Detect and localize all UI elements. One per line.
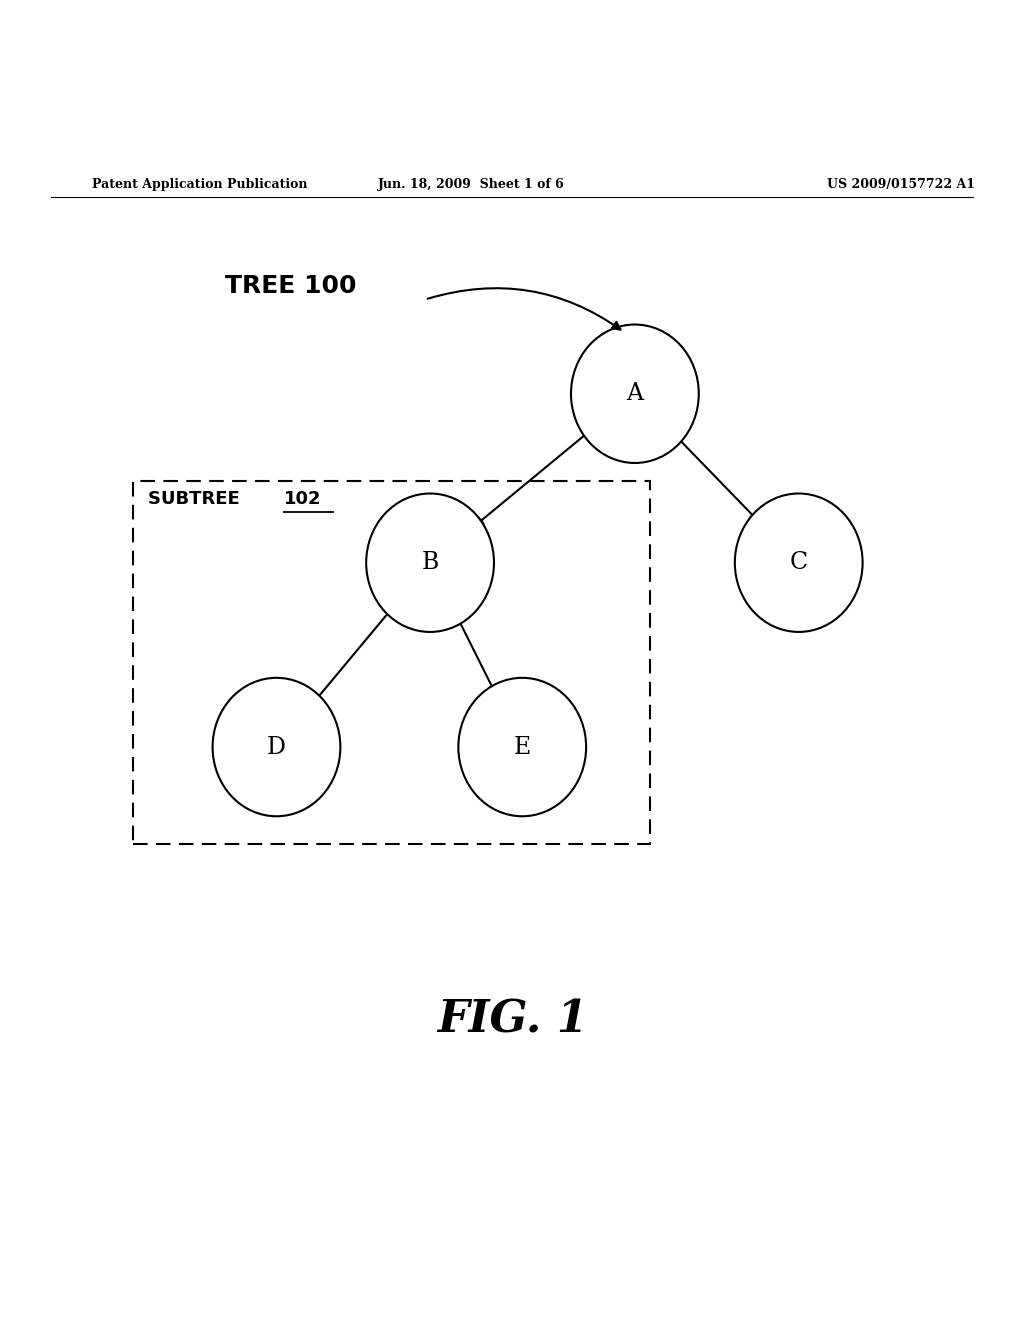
Ellipse shape <box>459 677 586 816</box>
Text: SUBTREE: SUBTREE <box>148 491 247 508</box>
Text: Patent Application Publication: Patent Application Publication <box>92 178 307 191</box>
Text: A: A <box>627 383 643 405</box>
FancyArrowPatch shape <box>428 288 621 330</box>
Ellipse shape <box>571 325 698 463</box>
Ellipse shape <box>213 677 340 816</box>
Text: D: D <box>267 735 286 759</box>
Text: 102: 102 <box>284 491 322 508</box>
Text: Jun. 18, 2009  Sheet 1 of 6: Jun. 18, 2009 Sheet 1 of 6 <box>378 178 564 191</box>
Bar <box>133 480 650 845</box>
Text: E: E <box>514 735 530 759</box>
Text: TREE 100: TREE 100 <box>225 275 356 298</box>
Text: FIG. 1: FIG. 1 <box>436 999 588 1041</box>
Text: US 2009/0157722 A1: US 2009/0157722 A1 <box>827 178 975 191</box>
Ellipse shape <box>367 494 494 632</box>
Text: C: C <box>790 552 808 574</box>
Ellipse shape <box>735 494 862 632</box>
Text: B: B <box>422 552 438 574</box>
